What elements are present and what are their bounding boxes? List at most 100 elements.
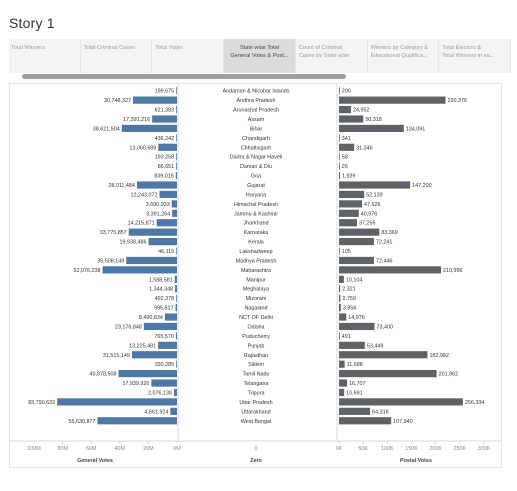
postal-votes-label: 52,139 (366, 192, 383, 198)
general-votes-label: 492,378 (155, 296, 175, 302)
general-votes-label: 19,938,486 (120, 240, 147, 246)
general-votes-bar (143, 322, 177, 331)
postal-axis-tick: 150K (405, 446, 418, 452)
postal-votes-bar (339, 105, 352, 114)
postal-votes-bar (339, 87, 340, 95)
zero-axis-tick: 0 (255, 446, 258, 452)
general-votes-bar (57, 398, 177, 406)
general-votes-bar (133, 96, 177, 104)
state-label: Chhattisgarh (241, 145, 272, 151)
general-votes-bar (171, 200, 177, 208)
state-label: Maharashtra (241, 268, 271, 274)
state-label: Andaman & Nicobar Islands (223, 89, 290, 95)
postal-votes-label: 83,369 (381, 230, 398, 236)
general-votes-label: 193,258 (155, 155, 175, 161)
postal-votes-label: 220,376 (448, 98, 468, 104)
general-votes-bar (118, 370, 177, 378)
general-axis-title: General Votes (77, 458, 113, 464)
general-votes-label: 765,570 (154, 334, 174, 340)
postal-votes-label: 147,200 (412, 183, 432, 189)
state-label: Tripura (248, 390, 265, 396)
general-votes-label: 28,011,484 (108, 183, 135, 189)
general-votes-label: 4,661,924 (144, 409, 168, 415)
general-axis-tick: 40M (115, 446, 126, 452)
general-votes-bar (170, 407, 177, 415)
general-votes-label: 46,115 (158, 249, 174, 255)
postal-axis-tick: 0K (336, 446, 343, 452)
state-label: Karnataka (244, 230, 269, 236)
tab-0[interactable]: Total Winners (9, 39, 81, 73)
state-label: Dadra & Nagar Haveli (230, 155, 282, 161)
tab-6[interactable]: Total Electors & Total Winners in ea... (439, 39, 511, 73)
general-axis-tick: 60M (86, 446, 97, 452)
postal-votes-label: 50,318 (365, 117, 382, 123)
tab-4[interactable]: Count of Criminal Cases by State wise (296, 39, 368, 73)
general-votes-label: 995,817 (154, 306, 174, 312)
postal-votes-bar (339, 96, 446, 104)
postal-votes-bar (339, 313, 347, 321)
general-votes-bar (175, 285, 177, 293)
general-votes-label: 1,588,581 (149, 277, 173, 283)
state-label: Goa (251, 174, 261, 180)
postal-axis-tick: 300K (478, 446, 491, 452)
tabs-scrollbar[interactable] (22, 74, 346, 79)
general-votes-label: 83,790,632 (28, 400, 55, 406)
postal-votes-label: 58 (342, 155, 348, 161)
postal-votes-bar (339, 247, 340, 255)
general-votes-label: 23,176,848 (115, 324, 142, 330)
postal-votes-bar (339, 341, 365, 349)
state-label: Gujarat (247, 183, 265, 189)
general-axis-tick: 20M (143, 446, 154, 452)
general-votes-bar (176, 360, 177, 368)
state-label: Meghalaya (243, 287, 269, 293)
postal-axis-tick: 100K (381, 446, 394, 452)
state-label: Mizoram (246, 296, 267, 302)
postal-votes-bar (339, 417, 392, 425)
postal-votes-bar (339, 304, 341, 312)
postal-votes-bar (339, 228, 380, 236)
state-label: Nagaland (244, 306, 267, 312)
postal-votes-label: 64,316 (372, 409, 389, 415)
tab-3[interactable]: State wise Total General Votes & Post... (224, 39, 296, 73)
postal-votes-label: 182,982 (429, 353, 449, 359)
general-votes-label: 839,015 (154, 174, 174, 180)
state-label: Assam (248, 117, 265, 123)
tab-1[interactable]: Total Criminal Cases (81, 39, 153, 73)
general-votes-label: 33,775,857 (100, 230, 127, 236)
general-votes-bar (176, 105, 177, 114)
general-votes-bar (159, 190, 177, 199)
general-votes-bar (176, 134, 177, 142)
postal-votes-label: 73,400 (376, 324, 393, 330)
postal-votes-label: 134,091 (406, 126, 426, 132)
tab-5[interactable]: Winners by Category & Educational Qualif… (368, 39, 440, 73)
general-votes-bar (164, 313, 177, 321)
postal-votes-label: 10,691 (346, 390, 363, 396)
general-votes-label: 31,515,149 (103, 353, 130, 359)
postal-axis-tick: 250K (454, 446, 467, 452)
state-label: Jammu & Kashmir (234, 211, 278, 217)
general-votes-bar (131, 351, 177, 359)
postal-votes-label: 2,759 (342, 296, 356, 302)
general-votes-bar (151, 379, 177, 387)
postal-votes-bar (339, 171, 340, 180)
general-votes-bar (156, 219, 177, 227)
postal-votes-label: 40,976 (361, 211, 378, 217)
postal-votes-bar (339, 134, 340, 142)
state-label: Jharkhand (243, 221, 268, 227)
postal-votes-bar (339, 209, 359, 217)
postal-votes-bar (339, 266, 441, 274)
postal-votes-bar (339, 200, 363, 208)
general-votes-bar (176, 294, 177, 302)
general-votes-bar (176, 247, 177, 255)
state-label: Kerala (248, 240, 264, 246)
postal-votes-label: 26 (342, 164, 348, 170)
dashboard-chart-frame (9, 83, 502, 468)
postal-votes-bar (339, 237, 374, 246)
tab-2[interactable]: Total Votes (152, 39, 225, 73)
state-label: Himachal Pradesh (234, 202, 278, 208)
state-label: Tamil Nadu (243, 372, 270, 378)
postal-votes-bar (339, 115, 364, 123)
general-votes-label: 2,076,138 (148, 390, 172, 396)
state-label: Madhya Pradesh (236, 258, 277, 264)
